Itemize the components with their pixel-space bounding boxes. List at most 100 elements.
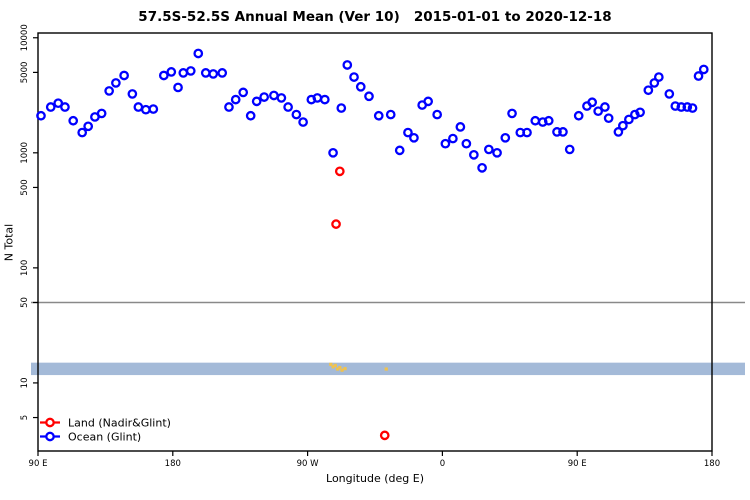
ocean-point <box>208 69 219 79</box>
ocean-point <box>259 92 270 102</box>
ocean-point <box>185 66 196 76</box>
legend-label: Land (Nadir&Glint) <box>68 417 171 430</box>
ocean-point <box>624 114 634 125</box>
ocean-point <box>364 91 374 102</box>
small-mark <box>333 363 337 367</box>
ocean-point <box>653 72 664 82</box>
ocean-point <box>587 97 598 108</box>
x-tick-label: 90 E <box>29 459 48 469</box>
ocean-point <box>111 78 121 88</box>
ocean-point <box>643 85 654 96</box>
ocean-point <box>432 109 443 120</box>
ocean-point <box>83 121 94 132</box>
ocean-point <box>336 103 347 113</box>
ocean-point <box>200 68 211 78</box>
ocean-point <box>603 113 614 124</box>
ocean-point <box>36 110 46 121</box>
ocean-point <box>483 144 494 155</box>
small-mark <box>338 365 342 370</box>
ocean-point <box>312 93 323 103</box>
y-tick-label: 100 <box>20 260 30 276</box>
ocean-point <box>178 68 189 78</box>
ocean-point <box>394 145 405 156</box>
ocean-point <box>298 117 308 127</box>
small-mark <box>331 365 335 369</box>
ocean-point <box>133 102 144 112</box>
ocean-point <box>403 127 413 138</box>
x-tick-label: 180 <box>704 459 720 469</box>
ocean-point <box>500 132 511 143</box>
ocean-point <box>693 71 704 81</box>
small-mark <box>384 367 388 371</box>
y-tick-label: 50 <box>20 297 30 308</box>
ocean-point <box>649 78 660 88</box>
ocean-point <box>537 117 548 127</box>
land-point <box>331 219 341 229</box>
ocean-point <box>328 147 338 158</box>
ocean-point <box>269 90 279 101</box>
ocean-point <box>77 127 88 138</box>
ocean-point <box>140 104 151 115</box>
ocean-point <box>148 104 159 114</box>
land-point <box>334 166 345 177</box>
ocean-point <box>60 102 70 112</box>
ocean-point <box>158 70 169 81</box>
ocean-point <box>613 127 624 137</box>
ocean-point <box>245 110 256 121</box>
ocean-point <box>477 163 487 173</box>
ocean-point <box>355 81 366 92</box>
ocean-point <box>45 102 56 112</box>
ocean-point <box>687 103 698 113</box>
ocean-point <box>676 102 687 112</box>
ocean-point <box>276 93 287 103</box>
ocean-point <box>552 127 562 137</box>
small-mark <box>329 362 333 366</box>
y-tick-label: 5 <box>20 415 30 420</box>
y-tick-label: 5000 <box>20 62 30 84</box>
ocean-point <box>119 70 129 81</box>
ocean-point <box>68 115 79 126</box>
ocean-point <box>373 110 384 121</box>
ocean-point <box>682 102 693 112</box>
ocean-point <box>104 86 114 96</box>
ocean-point <box>698 64 709 75</box>
ocean-point <box>251 96 262 107</box>
ocean-point <box>564 144 575 155</box>
ocean-point <box>173 82 183 93</box>
x-tick-label: 90 E <box>568 459 587 469</box>
ocean-point <box>522 127 532 138</box>
ocean-point <box>664 89 675 99</box>
ocean-point <box>558 127 568 137</box>
legend-label: Ocean (Glint) <box>68 431 141 444</box>
ocean-point <box>349 72 359 82</box>
ocean-point <box>230 94 241 105</box>
y-tick-label: 10 <box>20 378 30 389</box>
legend-marker <box>45 417 55 428</box>
x-tick-label: 90 W <box>297 459 320 469</box>
legend-marker <box>45 431 55 442</box>
ocean-point <box>670 101 681 111</box>
ocean-point <box>507 108 517 119</box>
ocean-point <box>342 60 353 70</box>
ocean-point <box>573 110 584 121</box>
ocean-point <box>224 102 234 112</box>
y-tick-label: 1000 <box>20 142 30 164</box>
ocean-point <box>423 96 434 107</box>
ocean-point <box>193 48 204 59</box>
ocean-point <box>283 102 293 112</box>
small-mark <box>343 367 347 371</box>
ocean-point <box>635 107 645 118</box>
ocean-point <box>492 147 502 158</box>
x-axis-title: Longitude (deg E) <box>326 472 424 485</box>
land-point <box>379 430 390 441</box>
ocean-point <box>385 109 396 120</box>
ocean-point <box>166 67 177 77</box>
ocean-point <box>469 150 479 160</box>
ocean-point <box>618 120 628 131</box>
ocean-point <box>291 109 302 120</box>
ocean-point <box>448 133 458 144</box>
ocean-point <box>455 122 466 132</box>
ocean-point <box>440 138 451 149</box>
